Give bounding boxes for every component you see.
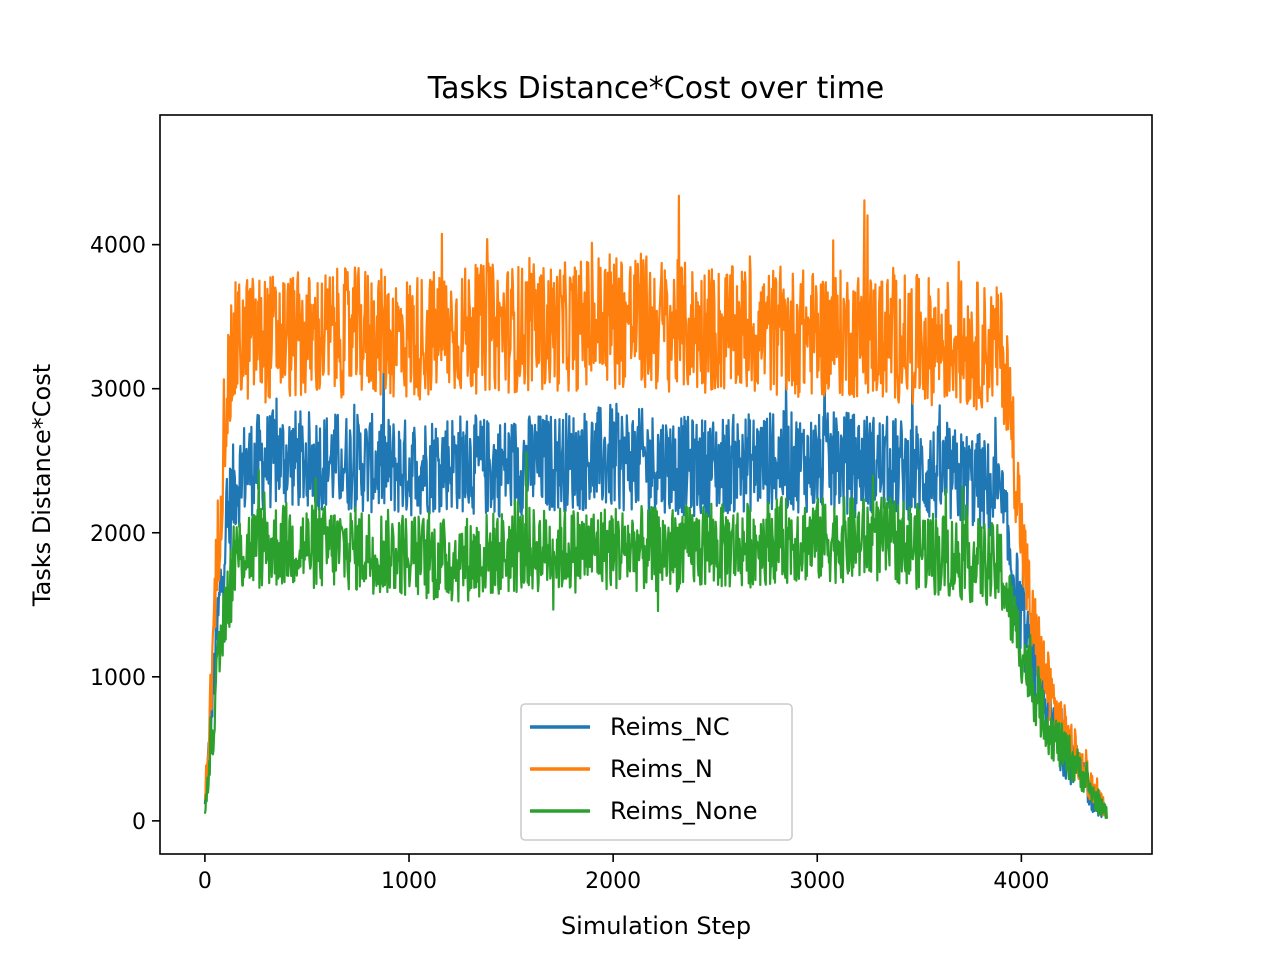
series-line-reims-n: [203, 194, 1108, 817]
x-axis-label: Simulation Step: [561, 912, 751, 940]
x-tick-label: 0: [198, 869, 212, 894]
legend-label-reims-nc: Reims_NC: [610, 713, 730, 741]
y-tick-label: 4000: [90, 234, 146, 259]
series-group: [203, 194, 1108, 820]
chart-title: Tasks Distance*Cost over time: [427, 71, 885, 106]
y-tick-label: 2000: [90, 522, 146, 547]
legend: Reims_NC Reims_N Reims_None: [520, 703, 793, 841]
x-axis-ticks: 0 1000 2000 3000 4000: [198, 854, 1049, 894]
y-axis-ticks: 0 1000 2000 3000 4000: [90, 234, 160, 835]
y-tick-label: 1000: [90, 666, 146, 691]
series-line-reims-none: [203, 451, 1108, 820]
plot-frame: [159, 114, 1153, 855]
x-tick-label: 3000: [789, 869, 845, 894]
legend-box: [520, 703, 793, 841]
x-tick-label: 4000: [993, 869, 1049, 894]
legend-label-reims-n: Reims_N: [610, 755, 713, 783]
x-tick-label: 2000: [585, 869, 641, 894]
x-tick-label: 1000: [381, 869, 437, 894]
y-axis-label: Tasks Distance*Cost: [28, 364, 56, 607]
y-tick-label: 3000: [90, 378, 146, 403]
y-tick-label: 0: [132, 810, 146, 835]
legend-label-reims-none: Reims_None: [610, 797, 758, 825]
